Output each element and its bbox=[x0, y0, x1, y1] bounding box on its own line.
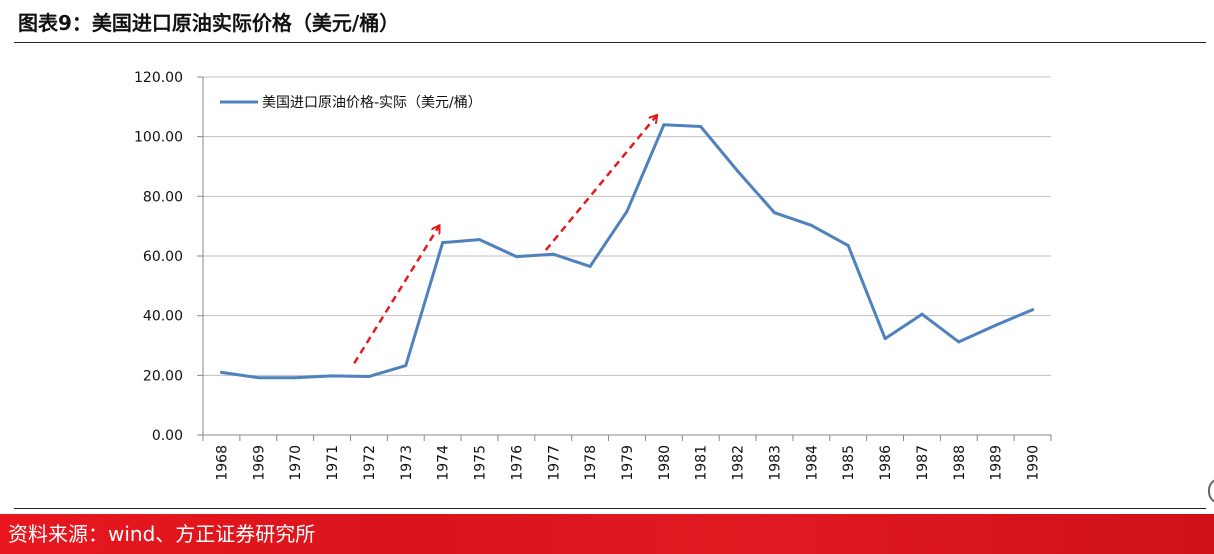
x-tick-label: 1983 bbox=[767, 445, 783, 481]
data-point bbox=[514, 255, 518, 259]
data-point bbox=[920, 312, 924, 316]
y-tick-label: 60.00 bbox=[143, 249, 183, 265]
x-tick-label: 1969 bbox=[251, 445, 267, 481]
data-point bbox=[367, 375, 371, 379]
x-tick-label: 1986 bbox=[878, 445, 894, 481]
data-point bbox=[699, 125, 703, 129]
data-point bbox=[625, 209, 629, 213]
y-tick-label: 0.00 bbox=[152, 428, 183, 444]
data-point bbox=[330, 374, 334, 378]
data-point bbox=[662, 123, 666, 127]
x-tick-label: 1980 bbox=[657, 445, 673, 481]
data-point bbox=[883, 337, 887, 341]
x-tick-label: 1974 bbox=[436, 445, 452, 481]
data-point bbox=[957, 340, 961, 344]
data-point bbox=[1031, 308, 1035, 312]
x-tick-label: 1979 bbox=[620, 445, 636, 481]
data-point bbox=[846, 244, 850, 248]
x-tick-label: 1987 bbox=[915, 445, 931, 481]
x-tick-label: 1970 bbox=[288, 445, 304, 481]
data-point bbox=[588, 264, 592, 268]
x-tick-label: 1975 bbox=[473, 445, 489, 481]
data-point bbox=[219, 370, 223, 374]
rise-arrow-annotation bbox=[353, 226, 439, 365]
x-tick-label: 1972 bbox=[362, 445, 378, 481]
data-point bbox=[478, 238, 482, 242]
x-tick-label: 1981 bbox=[694, 445, 710, 481]
data-point bbox=[404, 363, 408, 367]
x-tick-label: 1984 bbox=[804, 445, 820, 481]
line-chart: 0.00 20.00 40.00 60.00 80.00 100.00 120.00 1968… bbox=[134, 70, 1052, 481]
title-divider bbox=[14, 42, 1206, 43]
data-point bbox=[994, 323, 998, 327]
x-tick-label: 1978 bbox=[583, 445, 599, 481]
x-tick-label: 1976 bbox=[509, 445, 525, 481]
x-tick-label: 1971 bbox=[325, 445, 341, 481]
data-point bbox=[809, 223, 813, 227]
source-bar: 资料来源：wind、方正证券研究所 bbox=[0, 514, 1214, 554]
y-tick-label: 120.00 bbox=[134, 70, 183, 86]
data-point bbox=[293, 376, 297, 380]
x-tick-label: 1988 bbox=[952, 445, 968, 481]
x-tick-label: 1989 bbox=[989, 445, 1005, 481]
y-tick-label: 20.00 bbox=[143, 368, 183, 384]
x-tick-label: 1982 bbox=[731, 445, 747, 481]
rise-arrow-annotation bbox=[544, 116, 657, 251]
y-tick-label: 100.00 bbox=[134, 130, 183, 146]
data-point bbox=[256, 376, 260, 380]
figure-title: 图表9：美国进口原油实际价格（美元/桶） bbox=[18, 11, 400, 35]
series-line bbox=[219, 123, 1035, 380]
data-point bbox=[551, 252, 555, 256]
x-tick-label: 1985 bbox=[841, 445, 857, 481]
source-text: 资料来源：wind、方正证券研究所 bbox=[8, 522, 316, 546]
x-tick-label: 1968 bbox=[214, 445, 230, 481]
y-tick-label: 40.00 bbox=[143, 309, 183, 325]
data-point bbox=[736, 169, 740, 173]
x-tick-label: 1973 bbox=[399, 445, 415, 481]
x-tick-label: 1990 bbox=[1026, 445, 1042, 481]
y-tick-label: 80.00 bbox=[143, 189, 183, 205]
x-tick-label: 1977 bbox=[546, 445, 562, 481]
data-point bbox=[441, 241, 445, 245]
source-divider bbox=[14, 508, 1206, 509]
data-point bbox=[772, 211, 776, 215]
legend-label: 美国进口原油价格-实际（美元/桶） bbox=[262, 95, 482, 111]
